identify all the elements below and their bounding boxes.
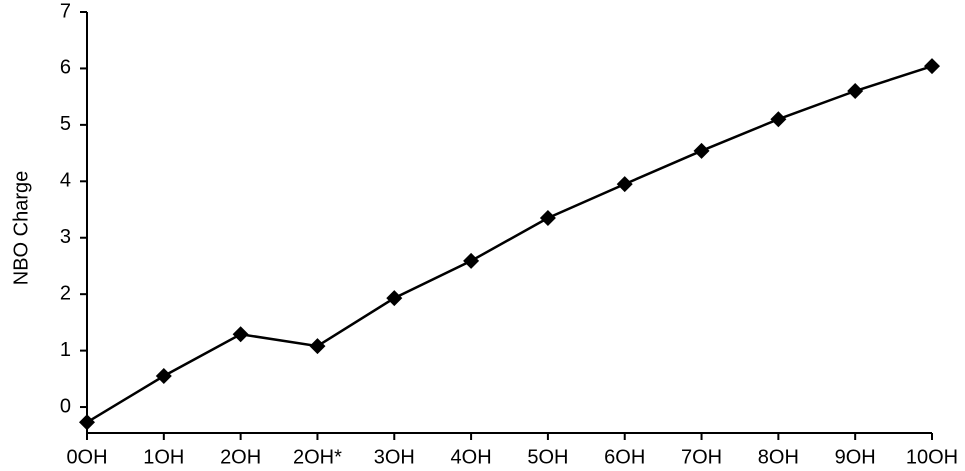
x-tick-label: 2OH* <box>293 446 342 468</box>
x-tick-label: 8OH <box>758 446 799 468</box>
marker <box>847 83 864 100</box>
marker <box>463 252 480 269</box>
y-tick-label: 2 <box>60 282 71 304</box>
x-tick-label: 5OH <box>527 446 568 468</box>
y-tick-label: 6 <box>60 57 71 79</box>
x-tick-label: 0OH <box>66 446 107 468</box>
x-tick-label: 1OH <box>143 446 184 468</box>
y-tick-label: 7 <box>60 0 71 22</box>
y-tick-label: 3 <box>60 226 71 248</box>
marker <box>386 290 403 307</box>
x-tick-label: 4OH <box>451 446 492 468</box>
marker <box>770 111 787 128</box>
marker <box>539 209 556 226</box>
x-tick-label: 10OH <box>906 446 958 468</box>
marker <box>616 176 633 193</box>
x-tick-label: 9OH <box>835 446 876 468</box>
x-tick-label: 2OH <box>220 446 261 468</box>
marker <box>309 338 326 355</box>
marker <box>693 142 710 159</box>
x-tick-label: 3OH <box>374 446 415 468</box>
x-tick-label: 6OH <box>604 446 645 468</box>
y-tick-label: 4 <box>60 170 71 192</box>
y-axis-label: NBO Charge <box>10 171 32 286</box>
marker <box>924 58 940 75</box>
marker <box>155 368 172 385</box>
x-tick-label: 7OH <box>681 446 722 468</box>
y-tick-label: 0 <box>60 395 71 417</box>
y-tick-label: 1 <box>60 339 71 361</box>
y-tick-label: 5 <box>60 113 71 135</box>
marker <box>232 326 249 343</box>
data-line <box>86 64 933 424</box>
marker <box>79 414 95 431</box>
